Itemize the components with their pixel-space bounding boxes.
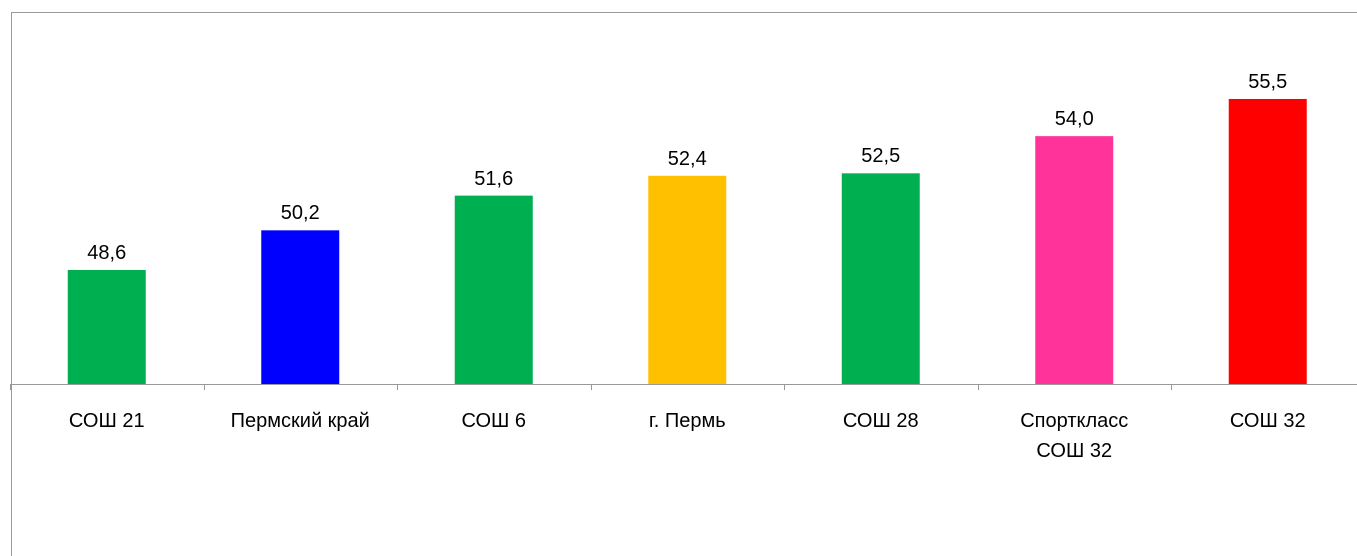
- bar: [1035, 136, 1114, 384]
- x-tick-label: Пермский край: [230, 410, 370, 432]
- x-tick-label: г. Пермь: [648, 410, 726, 432]
- bar: [648, 175, 727, 384]
- x-tick-label: СОШ 21: [68, 410, 145, 432]
- bar: [67, 269, 146, 384]
- x-tick-label: СОШ 28: [842, 410, 919, 432]
- bar: [1228, 98, 1307, 384]
- bar: [261, 230, 340, 384]
- data-label: 55,5: [1248, 70, 1288, 93]
- bar: [454, 195, 533, 384]
- data-label: 52,5: [861, 145, 901, 168]
- data-label: 51,6: [474, 167, 514, 190]
- bar: [841, 173, 920, 384]
- x-tick-label: СОШ 6: [461, 410, 527, 432]
- data-label: 54,0: [1054, 108, 1094, 131]
- data-label: 48,6: [87, 241, 127, 264]
- chart-border: [11, 12, 1357, 556]
- data-label: 50,2: [280, 202, 320, 225]
- data-label: 52,4: [667, 147, 707, 170]
- x-tick-label: СОШ 32: [1229, 410, 1306, 432]
- x-tick-label: Спорткласс СОШ 32: [1020, 410, 1129, 462]
